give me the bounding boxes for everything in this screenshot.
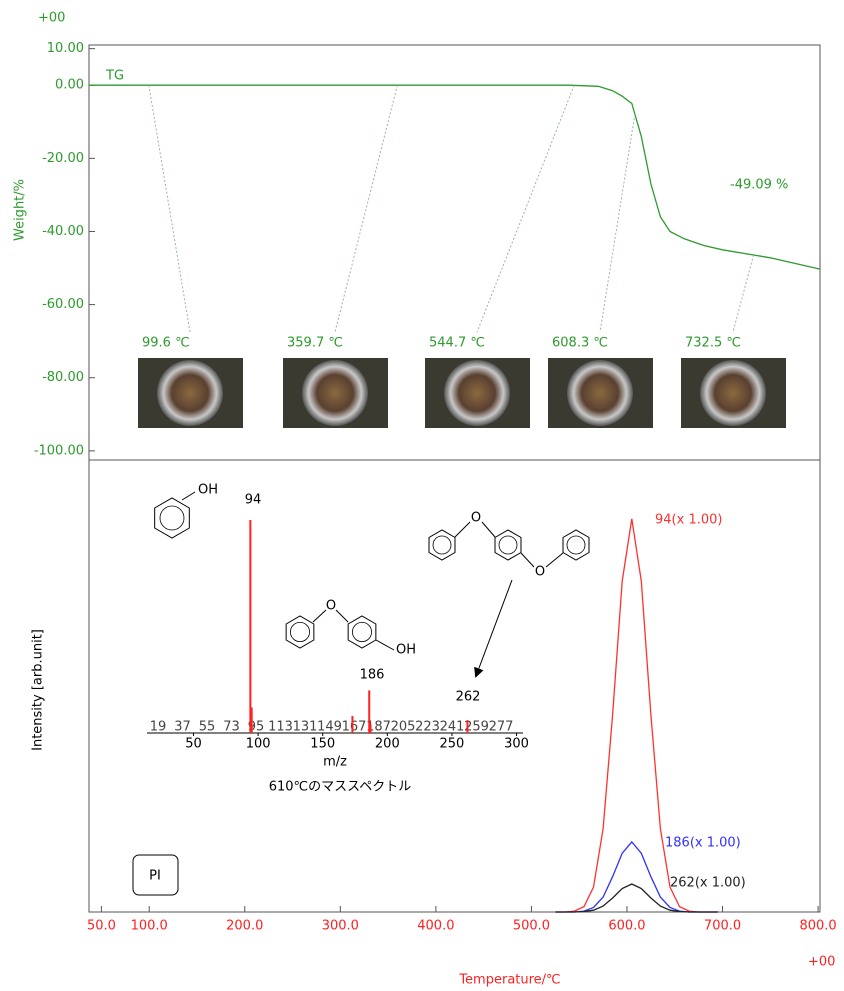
leader-line [477,85,574,332]
spectrum-bar [466,720,468,733]
inset-x-tick-label: 250 [440,737,465,752]
x-tick-label: 50.0 [87,919,116,934]
x-tick-label: 400.0 [417,919,454,934]
structure-ring-inner [160,506,184,530]
peak-row-label: 73 [223,720,240,735]
leader-line [149,85,190,332]
photo-label: 608.3 ℃ [552,336,608,351]
peak-row-label: 19 [150,720,167,735]
peak-row-label: 223 [415,720,440,735]
structure-label: OH [396,643,416,658]
leader-line [335,85,397,332]
spectrum-bar [249,520,251,733]
x-tick-label: 800.0 [799,919,836,934]
structure-label: O [535,565,545,580]
peak-row-label: 167 [342,720,367,735]
bond [376,640,394,650]
peak-row-label: 241 [440,720,465,735]
x-tick-label: 500.0 [513,919,550,934]
x-tick-label: 700.0 [704,919,741,934]
photo-dish [302,360,368,426]
photo-label: 359.7 ℃ [287,336,343,351]
y-tick-label: -100.00 [34,443,84,458]
photo-dish [567,360,633,426]
inset-x-tick-label: 300 [504,737,529,752]
arrow [476,580,512,676]
y-tick-label: -80.00 [42,370,84,385]
peak-row-label: 277 [489,720,514,735]
legend-label: TG [105,69,124,84]
spectrum-bar [251,707,253,733]
inset-x-tick-label: 50 [185,737,202,752]
legend-label: 94(x 1.00) [655,513,722,528]
structure-ring-inner [499,536,517,554]
inset-x-tick-label: 200 [375,737,400,752]
bond [182,492,195,500]
y-tick-label: -60.00 [42,297,84,312]
figure: +00 Weight/% Intensity [arb.unit] Temper… [0,0,844,991]
structure-ring-inner [433,536,451,554]
series-line [555,519,718,912]
inset-title: 610℃のマススペクトル [269,780,412,795]
peak-row-label: 131 [293,720,318,735]
bond [313,610,326,622]
y-tick-label: -40.00 [42,224,84,239]
structure-label: O [326,599,336,614]
peak-row-label: 113 [268,720,293,735]
annotation: -49.09 % [730,178,788,193]
inset-x-label: m/z [323,755,347,770]
bond [455,522,470,537]
photo-dish [444,360,510,426]
x-exponent: +00 [808,955,835,970]
bond [521,553,534,567]
peak-annotation: 94 [245,493,262,508]
x-tick-label: 300.0 [322,919,359,934]
structure-label: OH [198,483,218,498]
structure-ring-inner [290,622,309,641]
peak-annotation: 186 [360,668,385,683]
photo-label: 99.6 ℃ [142,336,190,351]
peak-row-label: 55 [199,720,216,735]
structure-label: O [471,511,481,526]
y-exponent: +00 [38,11,65,26]
x-tick-label: 600.0 [608,919,645,934]
y-tick-label: -20.00 [42,151,84,166]
peak-row-label: 149 [317,720,342,735]
structure-ring-inner [567,536,585,554]
bond [336,610,348,622]
photo-label: 732.5 ℃ [685,336,741,351]
y-tick-label: 10.00 [47,41,84,56]
legend-label: 262(x 1.00) [670,876,746,891]
inset-x-tick-label: 150 [310,737,335,752]
bond [546,553,563,567]
y-axis-label: Weight/% [13,179,28,241]
spectrum-bar [370,724,372,733]
series-line [89,85,820,269]
x-tick-label: 200.0 [226,919,263,934]
spectrum-bar [351,716,353,733]
x-tick-label: 100.0 [131,919,168,934]
peak-row-label: 205 [391,720,416,735]
y-tick-label: 0.00 [55,78,84,93]
peak-row-label: 37 [174,720,191,735]
photo-dish [157,360,223,426]
legend-label: 186(x 1.00) [665,836,741,851]
inset-x-tick-label: 100 [246,737,271,752]
photo-label: 544.7 ℃ [429,336,485,351]
y-axis-label: Intensity [arb.unit] [31,629,46,751]
bond [482,522,495,537]
structure-ring-inner [352,622,371,641]
photo-dish [700,360,766,426]
x-axis-label: Temperature/℃ [458,973,560,988]
leader-line [600,114,635,332]
frame [89,45,820,912]
leader-line [733,255,754,332]
peak-annotation: 262 [456,690,481,705]
sample-label: PI [149,869,161,884]
